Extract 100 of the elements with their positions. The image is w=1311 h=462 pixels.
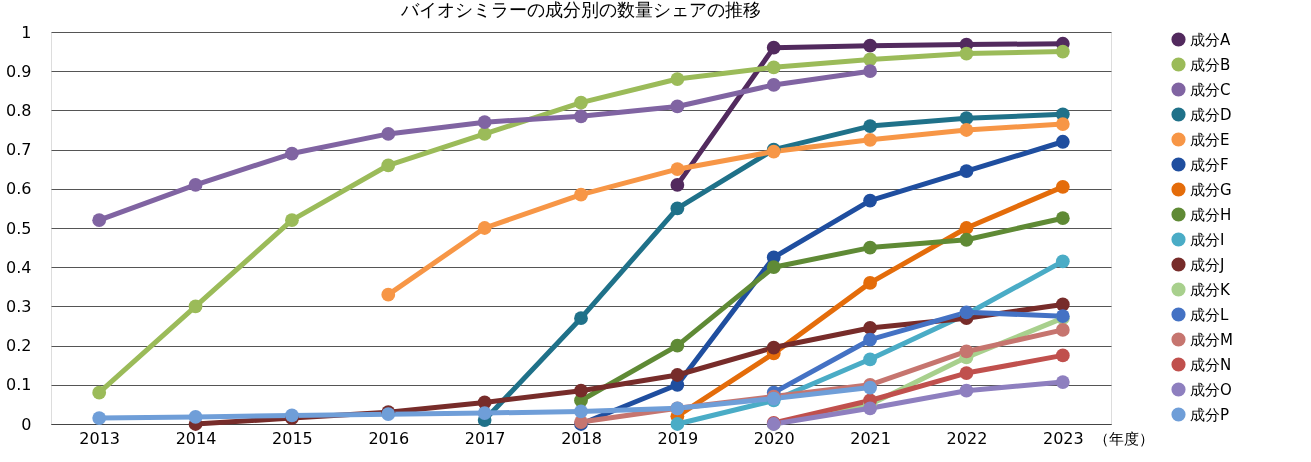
point (1055, 117, 1070, 131)
y-tick-label: 0.2 (6, 336, 32, 356)
point (188, 410, 203, 424)
point (959, 344, 974, 359)
point (863, 352, 877, 367)
point (285, 146, 299, 161)
point (863, 240, 877, 255)
x-tick-label: 2022 (946, 428, 988, 448)
point (92, 385, 107, 400)
y-tick-label: 0.6 (6, 179, 32, 199)
legend-label: 成分P (1190, 405, 1230, 424)
x-tick-label: 2021 (850, 428, 891, 448)
y-tick-label: 0 (21, 414, 32, 434)
point (863, 401, 877, 416)
legend-label: 成分O (1190, 380, 1232, 399)
point (574, 109, 588, 124)
legend-label: 成分B (1190, 55, 1231, 74)
point (477, 221, 492, 235)
point (863, 321, 877, 335)
point (766, 78, 781, 92)
x-tick-label: 2016 (368, 428, 410, 448)
point (1055, 254, 1070, 269)
x-tick-label: 2014 (175, 428, 217, 448)
point (670, 178, 685, 192)
point (574, 95, 588, 110)
x-tick-label: 2015 (272, 428, 313, 448)
point (477, 406, 492, 420)
x-tick-label: 2019 (657, 428, 699, 448)
point (92, 411, 107, 425)
legend-label: 成分L (1190, 305, 1229, 324)
point (381, 127, 396, 141)
y-tick-label: 1 (21, 22, 32, 42)
point (863, 119, 877, 133)
point (959, 232, 974, 247)
point (574, 404, 588, 419)
y-tick-label: 0.8 (6, 100, 32, 120)
x-axis-title: （年度） (1093, 429, 1154, 448)
legend-label: 成分K (1190, 280, 1231, 299)
point (959, 383, 974, 398)
point (1055, 323, 1070, 337)
point (959, 46, 974, 61)
legend-label: 成分A (1190, 30, 1231, 49)
point (188, 299, 203, 314)
point (863, 38, 877, 53)
point (574, 187, 588, 202)
point (670, 338, 685, 353)
point (381, 287, 396, 302)
x-tick-label: 2013 (79, 428, 121, 448)
point (766, 40, 781, 55)
point (381, 158, 396, 173)
legend-label: 成分H (1190, 205, 1232, 224)
legend-label: 成分M (1190, 330, 1233, 349)
y-tick-label: 0.3 (6, 296, 32, 316)
point (863, 332, 877, 347)
point (1055, 211, 1070, 226)
point (1055, 179, 1070, 194)
point (863, 52, 877, 67)
point (1055, 297, 1070, 312)
x-tick-label: 2020 (753, 428, 795, 448)
legend-label: 成分F (1190, 155, 1229, 174)
y-tick-label: 0.4 (6, 257, 32, 277)
y-tick-label: 0.9 (6, 61, 32, 81)
legend-label: 成分I (1190, 230, 1225, 249)
point (959, 221, 974, 235)
point (574, 311, 588, 326)
y-tick-label: 0.5 (6, 218, 32, 238)
point (766, 260, 781, 275)
y-tick-label: 0.7 (6, 140, 32, 160)
point (766, 60, 781, 75)
point (1055, 348, 1070, 363)
point (959, 123, 974, 137)
point (92, 213, 107, 228)
x-tick-label: 2017 (464, 428, 506, 448)
point (670, 368, 685, 382)
point (670, 72, 685, 86)
point (959, 366, 974, 380)
point (1055, 134, 1070, 149)
point (959, 111, 974, 126)
point (863, 64, 877, 79)
legend-label: 成分D (1190, 105, 1232, 124)
y-tick-label: 0.1 (6, 375, 32, 395)
point (670, 99, 685, 114)
x-tick-label: 2023 (1042, 428, 1084, 448)
point (670, 162, 685, 177)
point (285, 213, 299, 228)
point (1055, 375, 1070, 389)
x-tick-label: 2018 (561, 428, 602, 448)
point (1055, 44, 1070, 59)
point (670, 417, 685, 431)
point (670, 201, 685, 216)
legend-label: 成分G (1190, 180, 1232, 199)
point (959, 164, 974, 179)
legend-label: 成分E (1190, 130, 1230, 149)
point (574, 383, 588, 398)
legend-label: 成分J (1190, 255, 1225, 274)
point (477, 115, 492, 130)
point (477, 127, 492, 141)
legend-label: 成分C (1190, 80, 1231, 99)
chart-title: バイオシミラーの成分別の数量シェアの推移 (400, 0, 761, 20)
point (188, 178, 203, 192)
